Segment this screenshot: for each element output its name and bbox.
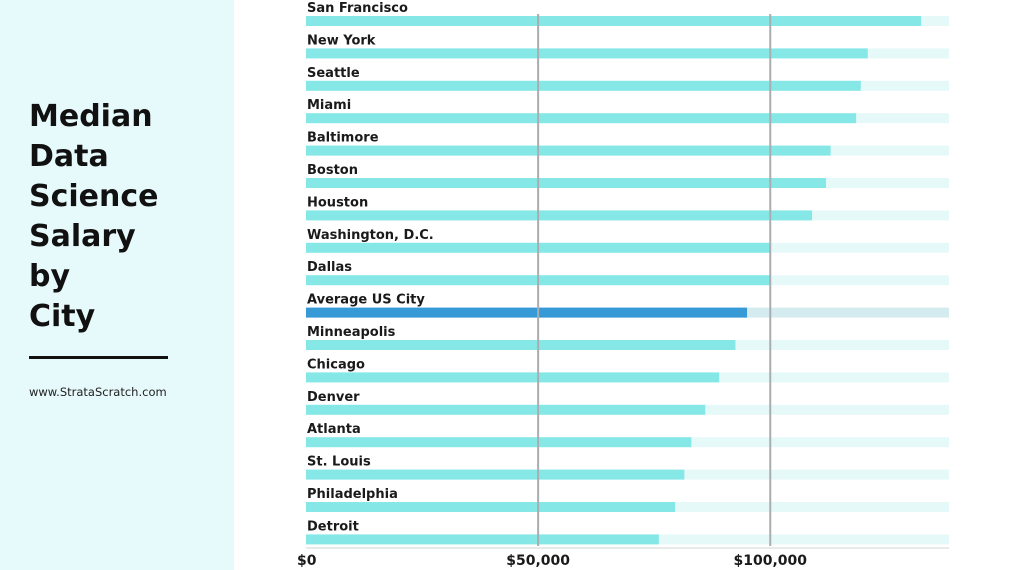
bar-minneapolis: [306, 340, 736, 350]
x-tick-label-1: $50,000: [506, 553, 570, 569]
bar-san-francisco: [306, 16, 922, 26]
title-divider: [29, 356, 168, 359]
bar-denver: [306, 404, 706, 415]
label-minneapolis: Minneapolis: [307, 325, 396, 340]
label-baltimore: Baltimore: [307, 131, 379, 146]
bar-miami: [306, 113, 857, 124]
label-houston: Houston: [307, 195, 368, 210]
label-st-louis: St. Louis: [307, 455, 371, 470]
label-miami: Miami: [307, 98, 351, 113]
label-philadelphia: Philadelphia: [307, 487, 398, 502]
bar-atlanta: [306, 437, 692, 448]
label-san-francisco: San Francisco: [307, 1, 408, 16]
label-seattle: Seattle: [307, 66, 360, 81]
bar-boston: [306, 178, 826, 188]
label-chicago: Chicago: [307, 357, 365, 372]
label-atlanta: Atlanta: [307, 422, 361, 437]
label-average-us-city: Average US City: [307, 293, 425, 308]
bar-new-york: [306, 48, 868, 59]
label-boston: Boston: [307, 163, 358, 178]
bar-detroit: [306, 534, 659, 545]
x-tick-label-0: $0: [297, 553, 317, 569]
label-new-york: New York: [307, 33, 376, 48]
label-denver: Denver: [307, 390, 360, 405]
bar-chicago: [306, 372, 720, 383]
label-detroit: Detroit: [307, 519, 359, 534]
label-dallas: Dallas: [307, 260, 352, 275]
bar-houston: [306, 210, 813, 221]
sidebar-panel: Median Data Science Salary by City www.S…: [0, 0, 234, 570]
bar-st-louis: [306, 469, 685, 480]
label-washington-d-c: Washington, D.C.: [307, 228, 434, 243]
bar-baltimore: [306, 145, 831, 156]
bar-chart: San Francisco New York Seattle Miami Baltimo…: [297, 1, 949, 569]
bar-philadelphia: [306, 502, 676, 512]
x-tick-label-2: $100,000: [734, 553, 808, 569]
bar-average-us-city: [306, 307, 748, 318]
bar-seattle: [306, 80, 861, 91]
source-credit: www.StrataScratch.com: [29, 385, 167, 399]
chart-title: Median Data Science Salary by City: [29, 99, 159, 334]
